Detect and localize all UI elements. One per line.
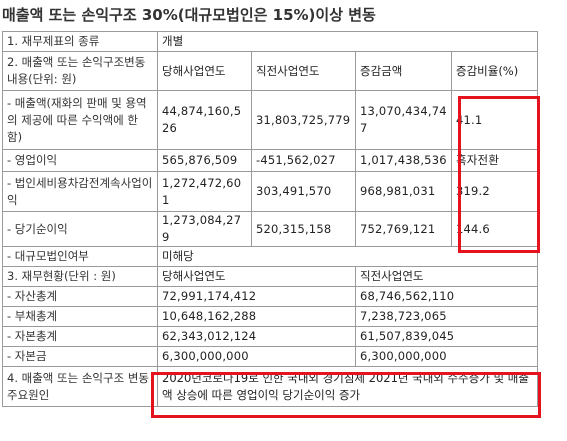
column-header: 증감금액 xyxy=(355,51,452,91)
table-row: - 자산총계 72,991,174,412 68,746,562,110 xyxy=(2,286,539,307)
row-label: - 영업이익 xyxy=(2,149,158,172)
large-corp-value: 미해당 xyxy=(156,246,539,267)
column-header: 증감비율(%) xyxy=(450,51,539,91)
cell-value: 1,017,438,536 xyxy=(355,149,452,172)
row-label: - 매출액(재화의 판매 및 용역의 제공에 따른 수익액에 한함) xyxy=(2,90,158,150)
row-label: - 법인세비용차감전계속사업이익 xyxy=(2,171,158,212)
table-row: - 부채총계 10,648,162,288 7,238,723,065 xyxy=(2,306,539,327)
column-header: 직전사업연도 xyxy=(251,51,356,91)
change-rate-value: 144.6 xyxy=(450,211,539,247)
cell-value: 10,648,162,288 xyxy=(157,306,356,327)
cell-value: 968,981,031 xyxy=(355,171,452,212)
column-header: 직전사업연도 xyxy=(354,266,539,287)
page-title: 매출액 또는 손익구조 30%(대규모법인은 15%)이상 변동 xyxy=(2,6,376,24)
table-row: 1. 재무제표의 종류 개별 xyxy=(2,31,539,52)
table-row: - 영업이익 565,876,509 -451,562,027 1,017,43… xyxy=(2,149,539,172)
change-rate-value: 41.1 xyxy=(450,90,539,150)
table-row: - 법인세비용차감전계속사업이익 1,272,472,601 303,491,5… xyxy=(2,171,539,212)
cell-value: 303,491,570 xyxy=(251,171,356,212)
cell-value: 62,343,012,124 xyxy=(157,326,356,347)
row-label: - 부채총계 xyxy=(2,306,158,327)
cell-value: 31,803,725,779 xyxy=(251,90,356,150)
row-label: - 자본총계 xyxy=(2,326,158,347)
row-label: 4. 매출액 또는 손익구조 변동 주요원인 xyxy=(2,366,158,407)
statement-type-value: 개별 xyxy=(156,31,539,52)
cell-value: 6,300,000,000 xyxy=(354,346,539,367)
cell-value: 44,874,160,526 xyxy=(157,90,252,150)
cell-value: 565,876,509 xyxy=(157,149,252,172)
change-rate-value: 319.2 xyxy=(450,171,539,212)
row-label: - 자산총계 xyxy=(2,286,158,307)
column-header: 당해사업연도 xyxy=(157,51,252,91)
cell-value: 13,070,434,747 xyxy=(355,90,452,150)
row-label: 2. 매출액 또는 손익구조변동내용(단위: 원) xyxy=(2,51,158,91)
cell-value: 520,315,158 xyxy=(251,211,356,247)
table-row: 2. 매출액 또는 손익구조변동내용(단위: 원) 당해사업연도 직전사업연도 … xyxy=(2,51,539,91)
row-label: - 자본금 xyxy=(2,346,158,367)
cell-value: 752,769,121 xyxy=(355,211,452,247)
table-row: - 매출액(재화의 판매 및 용역의 제공에 따른 수익액에 한함) 44,87… xyxy=(2,90,539,150)
row-label: - 대규모법인여부 xyxy=(2,246,158,267)
cell-value: 7,238,723,065 xyxy=(354,306,539,327)
cell-value: 68,746,562,110 xyxy=(354,286,539,307)
cell-value: 6,300,000,000 xyxy=(157,346,356,367)
row-label: 1. 재무제표의 종류 xyxy=(2,31,158,52)
row-label: 3. 재무현황(단위 : 원) xyxy=(2,266,158,287)
table-row: 3. 재무현황(단위 : 원) 당해사업연도 직전사업연도 xyxy=(2,266,539,287)
cell-value: 1,272,472,601 xyxy=(157,171,252,212)
disclosure-table: 1. 재무제표의 종류 개별 2. 매출액 또는 손익구조변동내용(단위: 원)… xyxy=(2,31,539,407)
change-reason-value: 2020년코로나19로 인한 국내외 경기침체 2021년 국내외 수주증가 및… xyxy=(156,366,539,407)
row-label: - 당기순이익 xyxy=(2,211,158,247)
table-row: - 당기순이익 1,273,084,279 520,315,158 752,76… xyxy=(2,211,539,247)
table-row: - 자본총계 62,343,012,124 61,507,839,045 xyxy=(2,326,539,347)
cell-value: 72,991,174,412 xyxy=(157,286,356,307)
table-row: - 자본금 6,300,000,000 6,300,000,000 xyxy=(2,346,539,367)
table-row: 4. 매출액 또는 손익구조 변동 주요원인 2020년코로나19로 인한 국내… xyxy=(2,366,539,407)
change-rate-value: 흑자전환 xyxy=(450,149,539,172)
cell-value: 1,273,084,279 xyxy=(157,211,252,247)
column-header: 당해사업연도 xyxy=(157,266,356,287)
cell-value: -451,562,027 xyxy=(251,149,356,172)
table-row: - 대규모법인여부 미해당 xyxy=(2,246,539,267)
cell-value: 61,507,839,045 xyxy=(354,326,539,347)
